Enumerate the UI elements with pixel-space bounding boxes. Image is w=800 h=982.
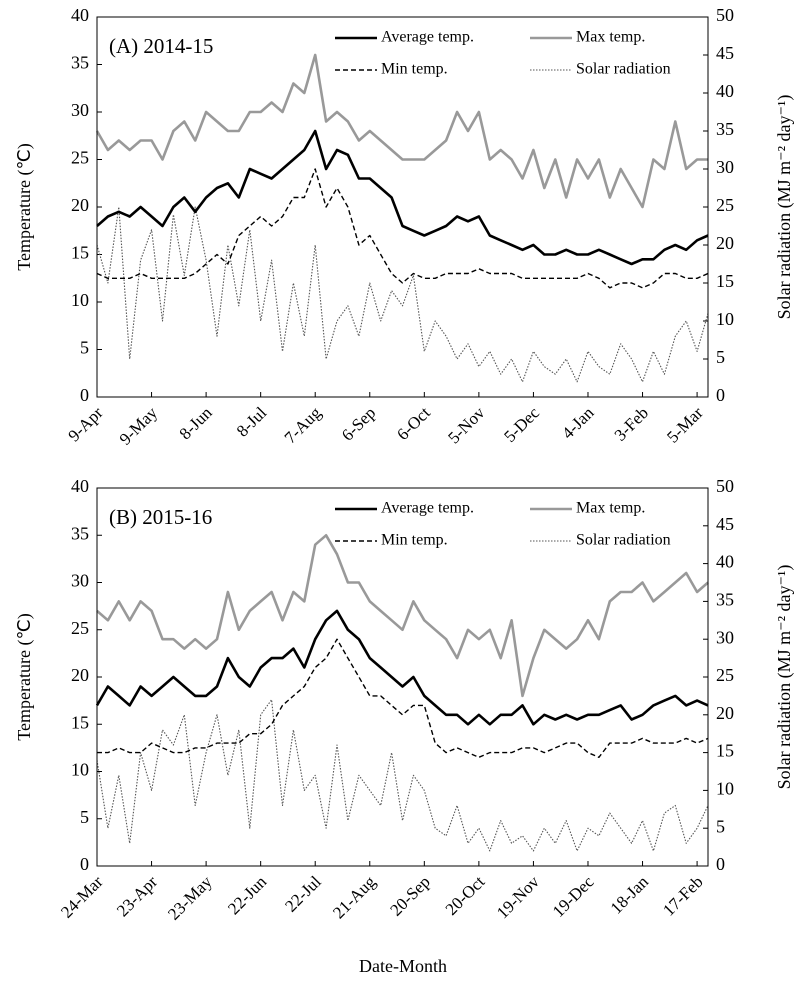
x-tick-label: 19-Dec [549, 872, 598, 921]
series-line [97, 638, 709, 758]
x-tick-label: 22-Jun [224, 872, 271, 919]
legend-label: Min temp. [381, 61, 448, 78]
plot-frame [96, 16, 709, 398]
y-tick-label: 10 [71, 290, 89, 310]
x-axis-title: Date-Month [359, 956, 447, 976]
y-tick-label: 40 [71, 476, 89, 496]
y2-tick-label: 40 [716, 552, 734, 572]
series-line [96, 168, 709, 289]
y-axis-title: Temperature (℃) [14, 143, 35, 270]
y-tick-label: 0 [80, 385, 89, 405]
legend-label: Average temp. [381, 29, 474, 46]
legend-label: Solar radiation [576, 532, 671, 549]
y2-axis-title: Solar radiation (MJ m⁻² day⁻¹) [774, 565, 795, 790]
x-tick-label: 3-Feb [611, 403, 652, 444]
y2-tick-label: 35 [716, 119, 734, 139]
series-line [96, 206, 709, 383]
x-tick-label: 7-Aug [281, 403, 326, 448]
y-tick-label: 20 [71, 665, 89, 685]
x-tick-label: 9-May [116, 403, 162, 449]
y2-tick-label: 25 [716, 195, 734, 215]
x-tick-label: 20-Sep [386, 872, 433, 919]
y-tick-label: 25 [71, 618, 89, 638]
y2-tick-label: 35 [716, 590, 734, 610]
y-tick-label: 35 [71, 523, 89, 543]
y2-tick-label: 10 [716, 779, 734, 799]
y2-tick-label: 50 [716, 476, 734, 496]
y2-tick-label: 10 [716, 309, 734, 329]
y2-axis-title: Solar radiation (MJ m⁻² day⁻¹) [774, 95, 795, 320]
y2-tick-label: 20 [716, 233, 734, 253]
y-tick-label: 30 [71, 571, 89, 591]
series-line [96, 534, 709, 698]
x-tick-label: 23-May [164, 872, 216, 924]
y-tick-label: 15 [71, 243, 89, 263]
y2-tick-label: 45 [716, 514, 734, 534]
x-tick-label: 19-Nov [493, 872, 544, 923]
x-tick-label: 5-Nov [444, 403, 489, 448]
x-tick-label: 18-Jan [607, 872, 653, 918]
x-tick-label: 9-Apr [64, 403, 106, 445]
x-tick-label: 21-Aug [329, 872, 380, 923]
y-tick-label: 20 [71, 195, 89, 215]
x-tick-label: 5-Mar [663, 403, 707, 447]
y2-tick-label: 30 [716, 157, 734, 177]
y-tick-label: 5 [80, 338, 89, 358]
x-tick-label: 8-Jul [233, 403, 271, 441]
y-axis-title: Temperature (℃) [14, 613, 35, 740]
y-tick-label: 15 [71, 712, 89, 732]
legend-label: Average temp. [381, 500, 474, 517]
y2-tick-label: 15 [716, 741, 734, 761]
x-tick-label: 5-Dec [500, 403, 543, 446]
x-tick-label: 8-Jun [176, 403, 217, 444]
legend-label: Max temp. [576, 29, 645, 46]
x-tick-label: 22-Jul [281, 872, 325, 916]
series-line [96, 699, 709, 852]
y-tick-label: 0 [80, 854, 89, 874]
y2-tick-label: 5 [716, 816, 725, 836]
x-tick-label: 20-Oct [442, 872, 489, 919]
y-tick-label: 25 [71, 148, 89, 168]
x-tick-label: 6-Oct [393, 403, 434, 444]
y2-tick-label: 5 [716, 347, 725, 367]
y2-tick-label: 45 [716, 43, 734, 63]
y-tick-label: 5 [80, 807, 89, 827]
y2-tick-label: 50 [716, 5, 734, 25]
x-tick-label: 6-Sep [338, 403, 379, 444]
x-tick-label: 4-Jan [558, 403, 598, 443]
y2-tick-label: 30 [716, 627, 734, 647]
y2-tick-label: 15 [716, 271, 734, 291]
series-line [95, 53, 708, 209]
y-tick-label: 40 [71, 5, 89, 25]
y2-tick-label: 0 [716, 385, 725, 405]
panel-title: (A) 2014-15 [109, 34, 213, 58]
plot-frame [96, 487, 709, 867]
x-tick-label: 23-Apr [113, 872, 161, 920]
y-tick-label: 30 [71, 100, 89, 120]
panel-title: (B) 2015-16 [109, 505, 212, 529]
y2-tick-label: 25 [716, 665, 734, 685]
x-tick-label: 24-Mar [57, 872, 107, 922]
series-line [95, 609, 709, 726]
series-line [96, 129, 709, 266]
legend-label: Max temp. [576, 500, 645, 517]
y-tick-label: 35 [71, 53, 89, 73]
y2-tick-label: 0 [716, 854, 725, 874]
legend-label: Min temp. [381, 532, 448, 549]
legend-label: Solar radiation [576, 61, 671, 78]
y2-tick-label: 40 [716, 81, 734, 101]
x-tick-label: 17-Feb [659, 872, 706, 919]
y-tick-label: 10 [71, 760, 89, 780]
y2-tick-label: 20 [716, 703, 734, 723]
